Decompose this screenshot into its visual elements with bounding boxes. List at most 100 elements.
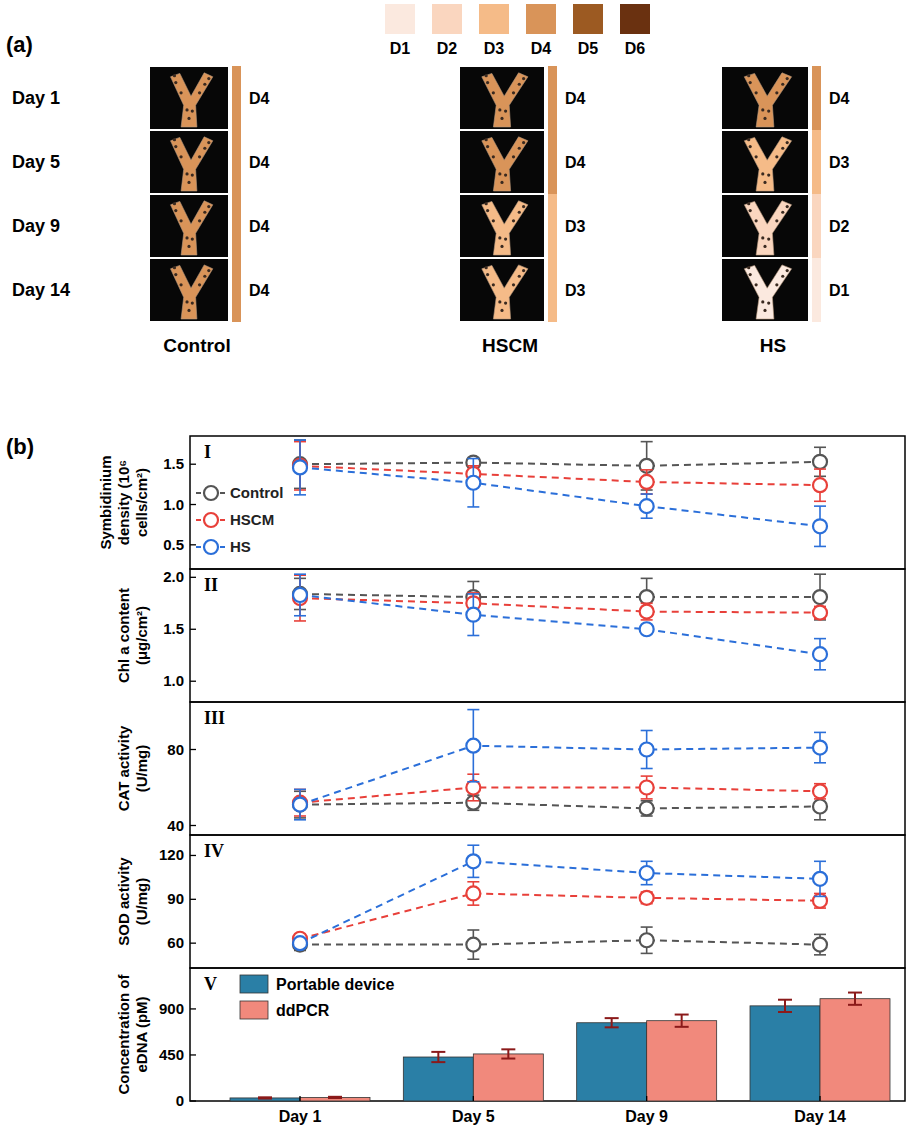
coral-polyp <box>191 173 194 176</box>
error-bar <box>501 1049 515 1058</box>
coral-polyp <box>500 309 503 312</box>
coral-polyp <box>512 283 515 286</box>
error-cap <box>258 1098 272 1100</box>
coral-polyp <box>498 300 501 303</box>
score-bar <box>548 194 557 258</box>
error-cap <box>431 1051 445 1053</box>
error-bar <box>258 1097 272 1098</box>
coral-polyp <box>174 273 177 276</box>
error-bar <box>641 470 653 494</box>
error-bar <box>641 927 653 953</box>
coral-shape <box>482 137 528 191</box>
series-line <box>300 595 820 654</box>
day-label: Day 14 <box>12 280 70 300</box>
error-stem <box>507 1049 509 1058</box>
series-line <box>300 940 820 944</box>
error-cap <box>778 1011 792 1013</box>
score-label: D3 <box>565 282 586 299</box>
plot-area <box>293 440 827 546</box>
series-line <box>300 466 820 485</box>
error-cap <box>467 593 479 595</box>
error-cap <box>814 861 826 863</box>
legend-label: ddPCR <box>276 1002 330 1019</box>
error-cap <box>814 896 826 898</box>
y-tick <box>190 681 196 682</box>
y-tick-label: 90 <box>167 890 184 907</box>
score-bar <box>812 130 821 194</box>
legend-swatch <box>240 975 268 993</box>
error-bar <box>294 574 306 616</box>
error-cap <box>641 493 653 495</box>
y-tick-label: 0 <box>176 1092 184 1109</box>
group-label: HS <box>760 335 786 356</box>
coral-polyp <box>767 173 770 176</box>
coral-shape <box>171 73 213 127</box>
error-bar <box>641 603 653 620</box>
coral-shape <box>482 201 528 255</box>
error-bar <box>467 930 479 959</box>
plot-frame <box>190 569 905 702</box>
error-bar <box>467 710 479 782</box>
coral-polyp <box>207 77 210 80</box>
y-tick <box>190 899 196 900</box>
marker <box>640 866 654 880</box>
plot-frame <box>190 436 905 569</box>
y-title-line: CAT activity <box>115 725 132 811</box>
coral-polyp <box>512 91 515 94</box>
marker <box>466 854 480 868</box>
coral-photo <box>460 67 544 129</box>
plot-frame <box>190 835 905 968</box>
error-bar <box>467 594 479 636</box>
y-title-line: Symbidinium <box>97 455 114 549</box>
plot-frame <box>190 968 905 1101</box>
coral-photo <box>722 131 808 193</box>
coral-polyp <box>207 141 210 144</box>
y-title-line: (U/mg) <box>133 745 150 793</box>
error-cap <box>294 494 306 496</box>
coral-polyp <box>185 172 188 175</box>
coral-photo <box>150 259 228 321</box>
coral-polyp <box>522 77 525 80</box>
coral-polyp <box>173 202 176 205</box>
error-cap <box>294 615 306 617</box>
bar <box>647 1021 717 1101</box>
bar <box>577 1023 647 1101</box>
coral-shape <box>171 265 213 319</box>
marker <box>640 933 654 947</box>
y-tick <box>190 629 196 630</box>
error-cap <box>848 1004 862 1006</box>
scale-swatch <box>432 4 462 34</box>
marker <box>293 936 307 950</box>
coral-polyp <box>198 219 201 222</box>
error-bar <box>294 789 306 819</box>
error-cap <box>467 844 479 846</box>
error-stem <box>854 993 856 1005</box>
y-tick-label: 1.5 <box>163 620 184 637</box>
coral-photo <box>150 67 228 129</box>
coral-polyp <box>763 181 766 184</box>
y-tick-label: 0.5 <box>163 536 184 553</box>
error-bar <box>814 606 826 618</box>
coral-polyp <box>500 181 503 184</box>
coral-polyp <box>485 74 488 77</box>
coral-polyp <box>173 138 176 141</box>
coral-polyp <box>207 205 210 208</box>
coral-polyp <box>173 266 176 269</box>
y-title-line: SOD activity <box>115 857 132 946</box>
legend-item: Control <box>196 484 283 501</box>
error-cap <box>467 881 479 883</box>
error-cap <box>814 669 826 671</box>
coral-polyp <box>512 155 515 158</box>
coral-shape <box>744 265 791 319</box>
error-cap <box>467 581 479 583</box>
error-bar <box>641 861 653 884</box>
coral-polyp <box>486 81 489 84</box>
marker <box>466 739 480 753</box>
error-cap <box>814 546 826 548</box>
coral-polyp <box>761 108 764 111</box>
legend-item: Portable device <box>240 975 394 993</box>
marker <box>813 519 827 533</box>
error-bar <box>641 776 653 799</box>
coral-polyp <box>749 145 752 148</box>
marker <box>640 622 654 636</box>
